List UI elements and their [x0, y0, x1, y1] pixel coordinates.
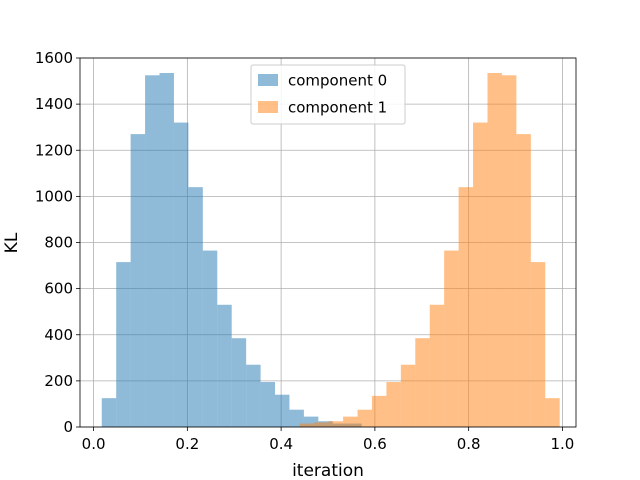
histogram-bar — [116, 262, 131, 427]
histogram-bar — [530, 262, 546, 427]
y-tick-label: 1600 — [35, 49, 73, 67]
histogram-bar — [429, 304, 445, 427]
histogram-bar — [299, 423, 315, 427]
y-tick-label: 0 — [63, 418, 73, 436]
histogram-bar — [545, 398, 560, 427]
histogram-bar — [458, 187, 474, 427]
y-tick-label: 800 — [44, 234, 73, 252]
histogram-bar — [217, 304, 232, 427]
y-tick-label: 1200 — [35, 141, 73, 159]
histogram-bar — [314, 422, 329, 427]
histogram-bar — [501, 75, 517, 427]
x-tick-label: 0.4 — [269, 435, 293, 453]
series-1-bars — [299, 72, 560, 427]
histogram-bar — [275, 394, 290, 427]
y-tick-label: 1400 — [35, 95, 73, 113]
y-axis-ticks: 0 200 400 600 800 1000 1200 1400 1600 — [35, 49, 80, 436]
legend-box — [250, 64, 406, 125]
histogram-bar — [159, 72, 174, 427]
histogram-bar — [371, 395, 387, 427]
histogram-bar — [173, 122, 189, 427]
y-axis-label: KL — [2, 232, 22, 253]
legend: component 0 component 1 — [250, 64, 406, 125]
legend-label: component 0 — [288, 72, 387, 90]
histogram-bar — [130, 134, 146, 427]
x-axis-label: iteration — [292, 461, 364, 480]
x-tick-label: 0.8 — [457, 435, 481, 453]
legend-swatch — [258, 74, 278, 86]
x-tick-label: 0.0 — [82, 435, 106, 453]
histogram-bar — [202, 250, 218, 427]
series-0-bars — [101, 72, 362, 427]
histogram-bar — [246, 364, 261, 427]
histogram-bar — [487, 72, 502, 427]
histogram-bar — [386, 382, 401, 427]
histogram-bar — [343, 416, 358, 427]
y-tick-label: 600 — [44, 280, 73, 298]
histogram-bar — [328, 421, 344, 427]
histogram-bar — [188, 187, 203, 427]
histogram-bar — [357, 409, 372, 427]
x-tick-label: 0.6 — [363, 435, 387, 453]
y-tick-label: 200 — [44, 372, 73, 390]
histogram-bar — [303, 416, 319, 427]
x-tick-label: 0.2 — [175, 435, 199, 453]
y-tick-label: 400 — [44, 326, 73, 344]
histogram-bar — [516, 134, 531, 427]
y-tick-label: 1000 — [35, 187, 73, 205]
histogram-bar — [289, 409, 304, 427]
legend-swatch — [258, 101, 278, 113]
histogram-bar — [415, 338, 430, 427]
histogram-bars — [101, 72, 560, 427]
histogram-bar — [260, 382, 276, 427]
histogram-bar — [145, 75, 160, 427]
x-tick-label: 1.0 — [550, 435, 574, 453]
histogram-bar — [444, 250, 459, 427]
histogram-bar — [101, 398, 117, 427]
legend-label: component 1 — [288, 99, 387, 117]
x-axis-ticks: 0.0 0.2 0.4 0.6 0.8 1.0 — [82, 427, 574, 453]
histogram-bar — [400, 364, 416, 427]
histogram-bar — [231, 338, 247, 427]
histogram-bar — [473, 122, 488, 427]
